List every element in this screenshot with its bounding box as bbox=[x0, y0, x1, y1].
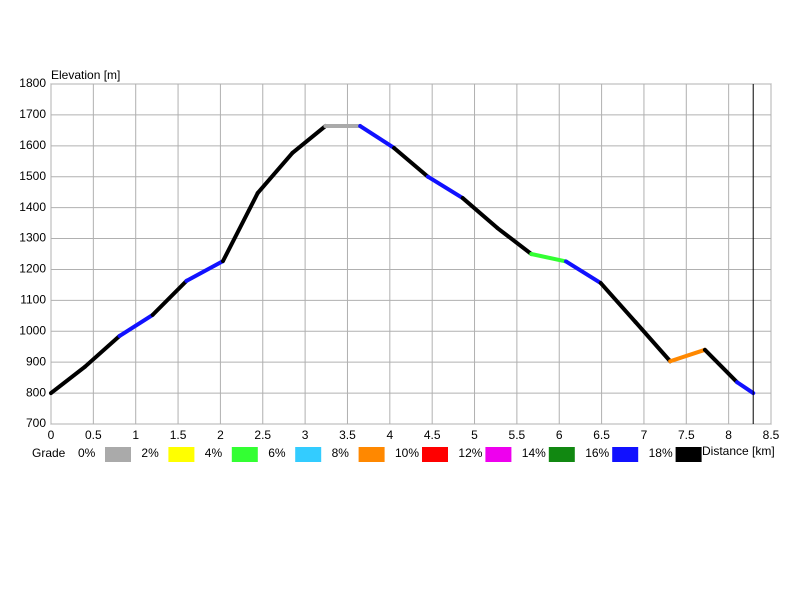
legend-swatch bbox=[295, 447, 322, 462]
y-tick-label: 1300 bbox=[19, 231, 46, 245]
profile-segment bbox=[668, 347, 707, 364]
legend-swatch bbox=[675, 447, 702, 462]
x-tick-label: 0.5 bbox=[85, 428, 102, 442]
profile-segment bbox=[220, 191, 260, 264]
profile-segment bbox=[358, 124, 397, 150]
legend-label: 2% bbox=[141, 446, 159, 460]
legend-label: 0% bbox=[78, 446, 96, 460]
profile-segment bbox=[425, 174, 465, 201]
y-tick-label: 1200 bbox=[19, 262, 46, 276]
profile-segment bbox=[290, 124, 328, 155]
legend-label: 4% bbox=[205, 446, 223, 460]
x-tick-label: 8.5 bbox=[763, 428, 780, 442]
x-tick-label: 1 bbox=[132, 428, 139, 442]
y-tick-label: 1400 bbox=[19, 200, 46, 214]
profile-segment bbox=[392, 145, 430, 179]
legend-swatch bbox=[168, 447, 195, 462]
profile-segment bbox=[184, 259, 225, 283]
y-axis-label: Elevation [m] bbox=[51, 68, 120, 82]
y-tick-label: 1600 bbox=[19, 138, 46, 152]
legend-swatch bbox=[612, 447, 639, 462]
y-tick-label: 1100 bbox=[20, 293, 46, 307]
x-tick-label: 7 bbox=[641, 428, 648, 442]
profile-segment bbox=[495, 226, 534, 256]
legend-swatch bbox=[231, 447, 258, 462]
legend-label: 16% bbox=[585, 446, 609, 460]
legend-swatch bbox=[105, 447, 131, 462]
legend-label: 14% bbox=[522, 446, 546, 460]
x-tick-label: 1.5 bbox=[170, 428, 187, 442]
x-tick-label: 4.5 bbox=[424, 428, 441, 442]
x-tick-label: 7.5 bbox=[678, 428, 695, 442]
legend-label: 6% bbox=[268, 446, 286, 460]
legend-swatch bbox=[358, 447, 385, 462]
legend-label: 18% bbox=[649, 446, 673, 460]
legend-label: 8% bbox=[332, 446, 350, 460]
profile-segment bbox=[529, 252, 569, 264]
y-tick-label: 800 bbox=[26, 385, 46, 399]
profile-segment bbox=[49, 364, 87, 396]
profile-segment bbox=[150, 278, 189, 317]
profile-segment bbox=[82, 333, 122, 369]
x-tick-label: 6.5 bbox=[593, 428, 610, 442]
profile-segment bbox=[117, 312, 155, 338]
profile-segment bbox=[735, 380, 756, 396]
x-tick-label: 5.5 bbox=[509, 428, 526, 442]
profile-segment bbox=[598, 281, 638, 324]
x-tick-label: 8 bbox=[725, 428, 732, 442]
y-tick-label: 1500 bbox=[19, 169, 46, 183]
plot-area bbox=[50, 83, 772, 425]
profile-segment bbox=[255, 150, 295, 196]
x-tick-label: 4 bbox=[386, 428, 393, 442]
x-tick-label: 3.5 bbox=[339, 428, 356, 442]
profile-segment bbox=[633, 320, 673, 364]
x-tick-label: 6 bbox=[556, 428, 563, 442]
y-tick-label: 700 bbox=[26, 416, 46, 430]
x-tick-label: 5 bbox=[471, 428, 478, 442]
legend-label: 12% bbox=[458, 446, 482, 460]
legend-swatch bbox=[548, 447, 575, 462]
x-axis-label: Distance [km] bbox=[702, 444, 775, 458]
x-tick-label: 2 bbox=[217, 428, 224, 442]
x-tick-label: 2.5 bbox=[254, 428, 271, 442]
y-tick-label: 1000 bbox=[19, 323, 46, 337]
y-tick-label: 1800 bbox=[19, 76, 46, 90]
profile-segment bbox=[702, 347, 740, 385]
x-tick-label: 0 bbox=[48, 428, 55, 442]
profile-segment bbox=[460, 196, 500, 231]
y-tick-label: 1700 bbox=[19, 107, 46, 121]
legend-label: 10% bbox=[395, 446, 419, 460]
legend-title: Grade bbox=[32, 446, 66, 460]
x-tick-label: 3 bbox=[302, 428, 309, 442]
legend-swatch bbox=[422, 447, 448, 462]
profile-segment bbox=[564, 259, 603, 286]
legend-swatch bbox=[485, 447, 512, 462]
y-tick-label: 900 bbox=[26, 354, 46, 368]
